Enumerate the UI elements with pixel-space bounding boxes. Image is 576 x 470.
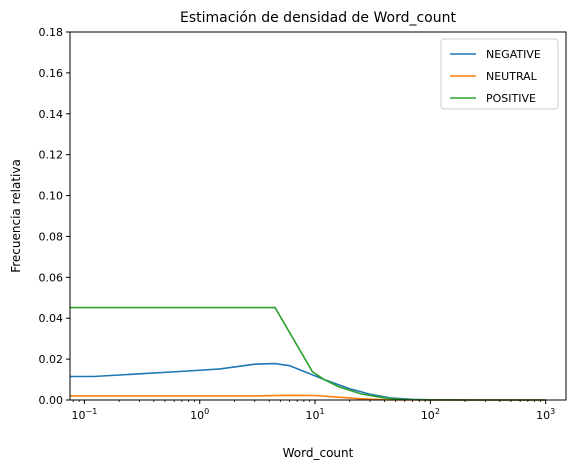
x-tick-label: 103 [536,407,555,422]
x-axis-label: Word_count [283,446,354,460]
plot-lines [70,306,546,401]
y-tick-label: 0.16 [39,67,64,80]
y-tick-label: 0.06 [39,271,64,284]
x-tick-label: 101 [306,407,325,422]
legend-box [440,38,559,110]
y-tick-label: 0.18 [39,26,64,39]
y-tick-label: 0.08 [39,230,64,243]
x-axis: 10−1 100 101 102 103 [72,400,555,422]
plot-frame [69,31,567,401]
chart-title: Estimación de densidad de Word_count [180,10,456,26]
series-line-positive [70,306,546,401]
y-tick-label: 0.04 [39,312,64,325]
legend-label: POSITIVE [486,92,536,105]
x-tick-label: 102 [421,407,440,422]
y-tick-label: 0.14 [39,108,64,121]
y-axis: 0.00 0.02 0.04 0.06 0.08 0.10 0.12 0.14 0.16 0.18 [39,26,70,407]
legend: NEGATIVE NEUTRAL POSITIVE [440,38,559,110]
y-tick-label: 0.12 [39,149,64,162]
y-tick-label: 0.02 [39,353,64,366]
y-tick-label: 0.00 [39,394,64,407]
x-tick-label: 10−1 [72,407,98,422]
series-line-negative [70,362,546,401]
legend-label: NEUTRAL [486,70,538,83]
legend-label: NEGATIVE [486,48,541,61]
x-tick-label: 100 [190,407,209,422]
y-tick-label: 0.10 [39,190,64,203]
y-axis-label: Frecuencia relativa [9,159,23,273]
